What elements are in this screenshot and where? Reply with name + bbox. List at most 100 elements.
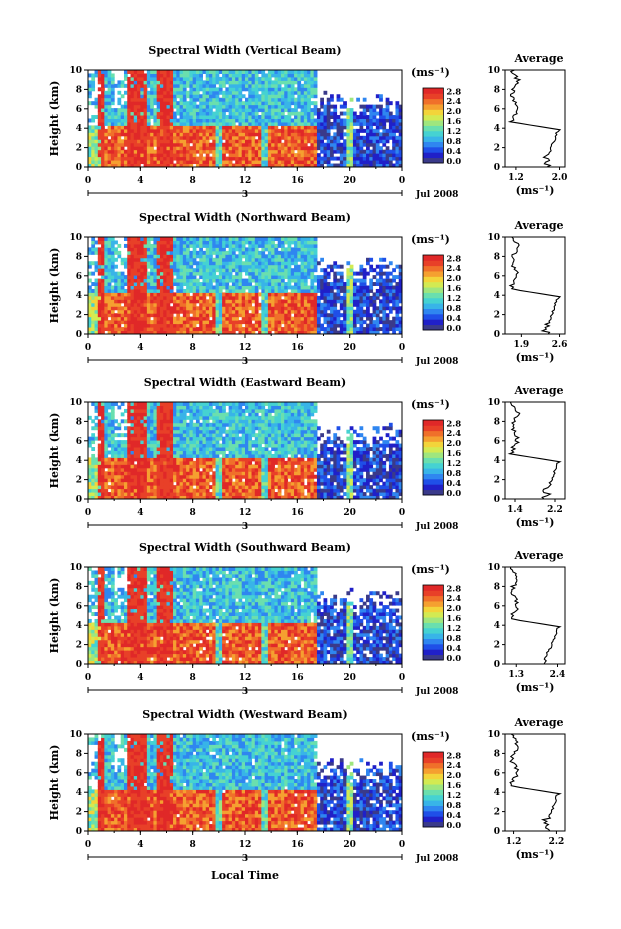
heatmap-cell	[186, 70, 190, 74]
heatmap-cell	[110, 306, 115, 311]
heatmap-cell	[307, 288, 311, 293]
heatmap-cell	[316, 160, 321, 165]
heatmap-cell	[120, 94, 125, 99]
heatmap-cell	[117, 288, 122, 293]
heatmap-cell	[379, 104, 383, 109]
heatmap-cell	[215, 156, 220, 161]
heatmap-cell	[110, 101, 115, 106]
heatmap-cell	[104, 408, 109, 413]
heatmap-cell	[202, 149, 207, 154]
heatmap-cell	[179, 111, 184, 116]
heatmap-cell	[150, 250, 154, 255]
heatmap-cell	[280, 275, 285, 280]
heatmap-cell	[159, 240, 164, 245]
heatmap-cell	[375, 156, 380, 161]
heatmap-cell	[336, 115, 341, 119]
heatmap-cell	[173, 73, 177, 78]
heatmap-cell	[101, 481, 105, 486]
heatmap-cell	[349, 156, 354, 161]
heatmap-cell	[146, 163, 151, 168]
heatmap-cell	[117, 471, 122, 476]
heatmap-cell	[159, 121, 164, 126]
heatmap-cell	[254, 121, 259, 126]
heatmap-cell	[392, 118, 396, 123]
heatmap-cell	[179, 80, 184, 85]
heatmap-cell	[173, 135, 177, 140]
heatmap-cell	[156, 104, 161, 109]
heatmap-cell	[313, 306, 318, 311]
heatmap-cell	[238, 247, 243, 252]
heatmap-cell	[225, 271, 230, 276]
heatmap-cell	[159, 254, 164, 259]
heatmap-cell	[104, 485, 109, 490]
heatmap-cell	[205, 250, 210, 255]
heatmap-cell	[356, 299, 360, 304]
heatmap-cell	[248, 76, 253, 81]
heatmap-cell	[366, 292, 370, 297]
heatmap-cell	[310, 135, 315, 140]
heatmap-cell	[359, 160, 364, 165]
heatmap-cell	[280, 156, 285, 161]
heatmap-cell	[241, 309, 246, 314]
heatmap-cell	[163, 83, 167, 88]
heatmap-cell	[173, 76, 177, 81]
heatmap-cell	[97, 278, 102, 283]
heatmap-cell	[290, 156, 295, 161]
heatmap-cell	[101, 450, 105, 455]
heatmap-cell	[156, 76, 161, 81]
heatmap-cell	[241, 149, 246, 154]
heatmap-cell	[284, 257, 289, 262]
heatmap-cell	[300, 115, 305, 119]
heatmap-cell	[251, 142, 256, 147]
heatmap-cell	[320, 306, 324, 311]
heatmap-cell	[395, 302, 400, 307]
heatmap-cell	[212, 292, 217, 297]
heatmap-cell	[127, 295, 132, 300]
heatmap-cell	[104, 436, 109, 441]
heatmap-cell	[369, 323, 374, 328]
heatmap-cell	[251, 80, 256, 85]
heatmap-cell	[231, 316, 236, 321]
heatmap-cell	[303, 139, 308, 144]
heatmap-cell	[235, 128, 239, 133]
heatmap-cell	[91, 492, 96, 497]
heatmap-cell	[310, 271, 315, 276]
heatmap-cell	[349, 278, 354, 283]
heatmap-cell	[212, 330, 217, 335]
heatmap-cell	[169, 261, 174, 266]
heatmap-cell	[166, 275, 171, 280]
heatmap-cell	[150, 87, 154, 92]
heatmap-cell	[146, 285, 151, 290]
heatmap-cell	[267, 132, 272, 137]
heatmap-cell	[107, 457, 112, 462]
heatmap-cell	[248, 320, 253, 325]
heatmap-cell	[352, 135, 357, 140]
heatmap-cell	[349, 330, 354, 335]
heatmap-cell	[182, 247, 187, 252]
heatmap-cell	[143, 111, 148, 116]
heatmap-cell	[143, 309, 148, 314]
heatmap-cell	[133, 237, 138, 241]
heatmap-cell	[192, 128, 197, 133]
heatmap-cell	[235, 275, 239, 280]
heatmap-cell	[271, 80, 275, 85]
heatmap-cell	[173, 316, 177, 321]
heatmap-cell	[382, 139, 387, 144]
heatmap-cell	[303, 243, 308, 248]
heatmap-cell	[297, 330, 302, 335]
heatmap-cell	[313, 247, 318, 252]
heatmap-cell	[182, 87, 187, 92]
heatmap-cell	[307, 146, 311, 151]
heatmap-cell	[104, 415, 109, 420]
heatmap-cell	[97, 115, 102, 119]
heatmap-cell	[215, 80, 220, 85]
heatmap-cell	[267, 247, 272, 252]
heatmap-cell	[228, 156, 233, 161]
heatmap-cell	[264, 278, 269, 283]
heatmap-cell	[231, 146, 236, 151]
heatmap-cell	[245, 261, 249, 266]
heatmap-cell	[199, 153, 203, 158]
heatmap-cell	[307, 254, 311, 259]
heatmap-cell	[143, 156, 148, 161]
heatmap-cell	[287, 320, 292, 325]
